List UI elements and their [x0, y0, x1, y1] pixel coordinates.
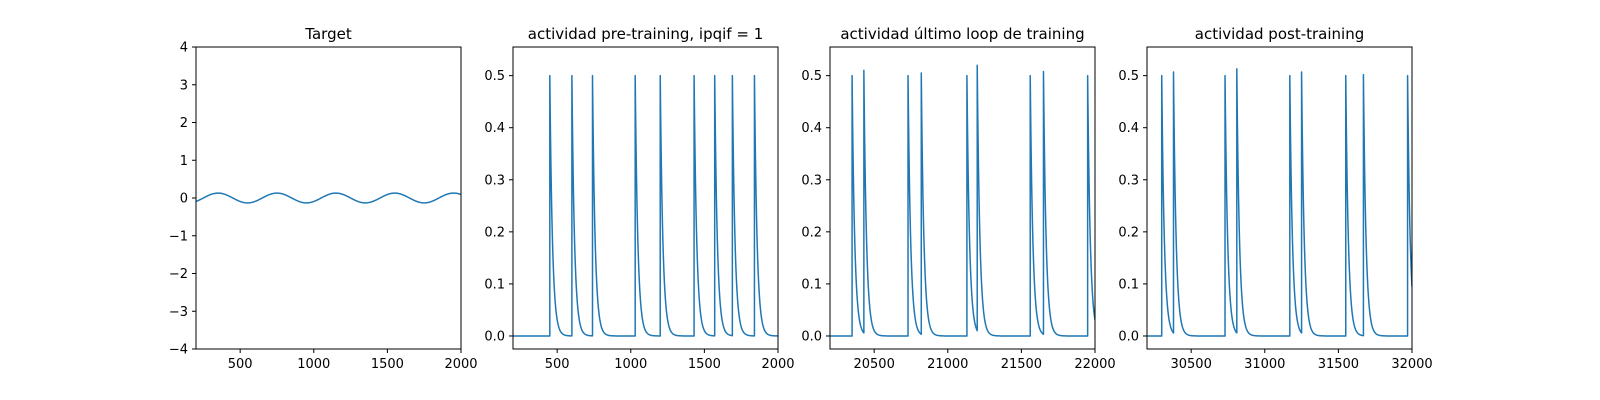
y-tick-label: −4	[169, 343, 188, 358]
x-tick-label: 500	[228, 357, 253, 372]
x-tick-label: 1000	[614, 357, 647, 372]
chart-title: actividad pre-training, ipqif = 1	[528, 25, 764, 43]
y-tick-label: 0.5	[801, 69, 822, 84]
y-tick-label: 0.4	[484, 121, 505, 136]
y-tick-label: 0.2	[484, 225, 505, 240]
chart-panel-3: 20500 21000 21500 22000 0.0 0.1 0.2 0.3 0.4 0.5 ac…	[801, 25, 1115, 372]
y-tick-label: 4	[180, 41, 188, 56]
chart-title: actividad último loop de training	[840, 25, 1084, 43]
y-tick-label: 1	[180, 154, 188, 169]
y-tick-label: 0.0	[484, 329, 505, 344]
x-tick-label: 31500	[1318, 357, 1359, 372]
y-tick-label: 0.1	[1118, 277, 1139, 292]
chart-panel-1: 500 1000 1500 2000 −4 −3 −2 −1 0 1 2 3 4 Target	[169, 25, 478, 372]
y-tick-label: 0	[180, 192, 188, 207]
y-tick-label: 0.3	[801, 173, 822, 188]
series-line-1	[1147, 68, 1412, 337]
chart-panel-4: 30500 31000 31500 32000 0.0 0.1 0.2 0.3 0.4 0.5 ac…	[1118, 25, 1432, 372]
y-tick-label: 0.0	[801, 329, 822, 344]
y-tick-label: −2	[169, 267, 188, 282]
y-tick-label: 3	[180, 78, 188, 93]
y-tick-label: 2	[180, 116, 188, 131]
x-tick-label: 22000	[1074, 357, 1115, 372]
x-tick-label: 20500	[853, 357, 894, 372]
chart-title: Target	[304, 25, 352, 43]
x-tick-label: 21500	[1001, 357, 1042, 372]
axes-frame	[512, 46, 779, 350]
x-tick-label: 21000	[927, 357, 968, 372]
y-tick-label: −3	[169, 305, 188, 320]
y-tick-label: 0.0	[1118, 329, 1139, 344]
x-tick-label: 1500	[688, 357, 721, 372]
y-tick-label: 0.3	[484, 173, 505, 188]
axes-frame	[1146, 46, 1413, 350]
y-tick-label: 0.4	[1118, 121, 1139, 136]
y-tick-label: 0.2	[1118, 225, 1139, 240]
y-tick-label: 0.5	[1118, 69, 1139, 84]
y-tick-label: 0.1	[484, 277, 505, 292]
x-tick-label: 1000	[297, 357, 330, 372]
x-tick-label: 2000	[444, 357, 477, 372]
series-line-1	[513, 74, 778, 337]
y-tick-label: 0.5	[484, 69, 505, 84]
y-tick-label: 0.3	[1118, 173, 1139, 188]
x-tick-label: 1500	[371, 357, 404, 372]
series-line-1	[830, 64, 1095, 337]
x-tick-label: 500	[545, 357, 570, 372]
series-line-1	[196, 192, 461, 204]
y-tick-label: 0.4	[801, 121, 822, 136]
y-tick-label: 0.1	[801, 277, 822, 292]
x-tick-label: 31000	[1244, 357, 1285, 372]
chart-title: actividad post-training	[1195, 25, 1364, 43]
x-tick-label: 32000	[1391, 357, 1432, 372]
y-tick-label: −1	[169, 229, 188, 244]
x-tick-label: 30500	[1170, 357, 1211, 372]
chart-panel-2: 500 1000 1500 2000 0.0 0.1 0.2 0.3 0.4 0.5 activid…	[484, 25, 794, 372]
y-tick-label: 0.2	[801, 225, 822, 240]
x-tick-label: 2000	[761, 357, 794, 372]
axes-frame	[829, 46, 1096, 350]
axes-frame	[195, 46, 462, 350]
